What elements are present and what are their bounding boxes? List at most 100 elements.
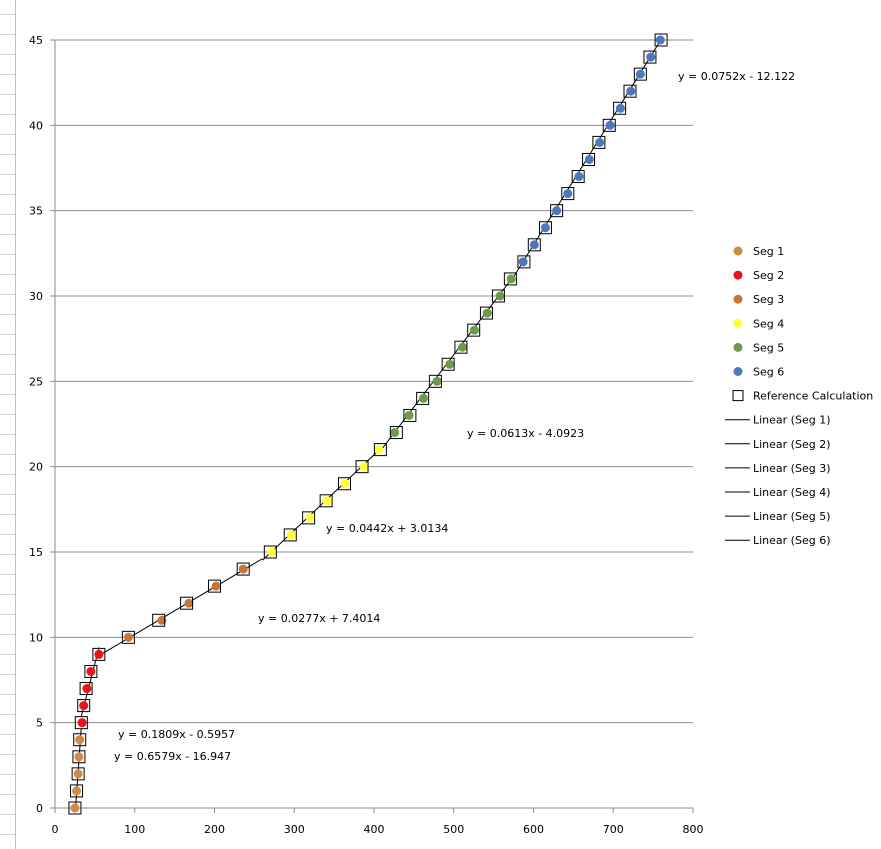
y-tick-label: 5 [36,717,43,730]
x-tick-label: 300 [284,823,305,836]
reference-point [602,118,616,132]
data-point [626,86,636,96]
reference-point [561,187,575,201]
y-tick-label: 40 [29,119,43,132]
legend-label: Linear (Seg 5) [753,510,831,523]
gridlines [55,39,693,724]
data-point [655,35,665,45]
reference-point [428,374,442,388]
legend-marker [733,246,743,256]
reference-point [79,682,93,696]
legend-marker [733,270,743,280]
legend-marker [733,294,743,304]
trendline-equation: y = 0.0613x - 4.0923 [467,427,584,440]
legend-label: Seg 1 [753,245,784,258]
reference-point [582,152,596,166]
data-point [72,786,82,796]
data-point [184,598,194,608]
reference-point [84,664,98,678]
reference-point [71,767,85,781]
reference-point [72,750,86,764]
data-point [238,564,248,574]
legend-label: Linear (Seg 4) [753,486,831,499]
reference-point [416,391,430,405]
data-point [574,172,584,182]
data-point [123,632,133,642]
data-point [469,325,479,335]
reference-point [454,340,468,354]
data-point [529,240,539,250]
reference-point [180,596,194,610]
reference-point [236,562,250,576]
reference-point [517,255,531,269]
spreadsheet-row-gridlines [0,0,16,849]
legend: Seg 1 Seg 2 Seg 3 Seg 4 Seg 5 Seg 6 Reference … [725,245,873,547]
data-point [322,496,332,506]
data-point [211,581,221,591]
x-tick-label: 100 [124,823,145,836]
legend-label: Seg 6 [753,366,784,379]
x-tick-label: 200 [204,823,225,836]
reference-point [283,528,297,542]
axes: 0 5 10 15 20 25 30 35 40 45 0 100 200 300 400 500 600 700… [29,34,704,836]
reference-point [633,67,647,81]
data-point [482,308,492,318]
data-point [563,189,573,199]
reference-point [479,306,493,320]
data-point [595,137,605,147]
legend-label: Linear (Seg 3) [753,462,831,475]
reference-point [467,323,481,337]
data-point [86,666,96,676]
x-tick-label: 700 [603,823,624,836]
data-point [506,274,516,284]
legend-label: Linear (Seg 1) [753,414,831,427]
data-point [404,410,414,420]
reference-point [70,784,84,798]
reference-point [491,289,505,303]
reference-point [74,716,88,730]
reference-point [319,494,333,508]
data-point [75,735,85,745]
trendline-equation: y = 0.1809x - 0.5957 [118,728,235,741]
data-points [68,33,668,815]
data-point [70,803,80,813]
trendlines [75,39,662,809]
data-point [267,547,277,557]
legend-label: Seg 2 [753,269,784,282]
data-point [305,513,315,523]
reference-point [654,33,668,47]
reference-point [92,647,106,661]
reference-point [77,699,91,713]
reference-point [373,443,387,457]
data-point [77,718,87,728]
reference-point [613,101,627,115]
y-tick-label: 45 [29,34,43,47]
x-tick-label: 800 [683,823,704,836]
legend-label: Linear (Seg 6) [753,534,831,547]
reference-point [302,511,316,525]
y-tick-label: 25 [29,375,43,388]
legend-label: Reference Calculation [753,390,873,403]
y-tick-label: 35 [29,205,43,218]
reference-point [592,135,606,149]
reference-point [389,426,403,440]
y-tick-label: 0 [36,802,43,815]
reference-point [355,460,369,474]
reference-point [68,801,82,815]
reference-point [73,733,87,747]
legend-label: Seg 4 [753,317,784,330]
reference-point [403,408,417,422]
data-point [635,69,645,79]
data-point [390,428,400,438]
y-tick-label: 30 [29,290,43,303]
reference-point [337,477,351,491]
legend-marker [733,367,743,376]
y-tick-label: 10 [29,631,43,644]
x-tick-label: 400 [364,823,385,836]
data-point [458,342,468,352]
trendline-equation: y = 0.0752x - 12.122 [678,70,795,83]
reference-point [538,221,552,235]
trendline-equation: y = 0.6579x - 16.947 [114,750,231,763]
data-point [615,103,625,113]
